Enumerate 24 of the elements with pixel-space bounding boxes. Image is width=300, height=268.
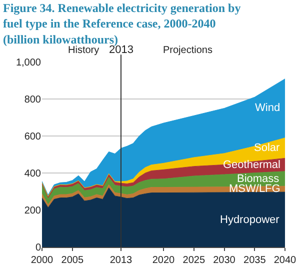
y-tick-label: 0: [35, 242, 42, 254]
x-tick-label: 2000: [30, 255, 54, 266]
x-tick-label: 2020: [152, 255, 176, 266]
y-tick-label: 800: [24, 94, 42, 106]
series-label: Hydropower: [220, 214, 280, 226]
y-tick-label: 600: [24, 132, 42, 142]
series-label: Biomass: [237, 173, 280, 185]
y-tick-label: 400: [24, 168, 42, 180]
x-tick-label: 2013: [110, 255, 133, 266]
x-tick-label: 2025: [182, 255, 206, 266]
chart-title: Figure 34. Renewable electricity generation by fuel type in the Reference case, 2000-2040 (billion kilowatthours): [3, 1, 241, 46]
series-label: MSW/LFG: [229, 183, 280, 195]
series-label: Geothermal: [223, 159, 280, 171]
ref-line-label: 2013: [109, 44, 134, 56]
x-tick-label: 2005: [61, 255, 84, 266]
series-label: Solar: [254, 142, 280, 154]
y-tick-label: 200: [24, 206, 42, 216]
text: History: [68, 45, 100, 56]
x-tick-label: 2030: [213, 255, 236, 266]
text: Projections: [163, 45, 212, 56]
x-tick-label: 2040: [274, 255, 297, 266]
y-tick-label: 1,000: [16, 58, 42, 68]
x-tick-label: 2035: [244, 255, 266, 266]
series-label: Wind: [255, 102, 280, 114]
